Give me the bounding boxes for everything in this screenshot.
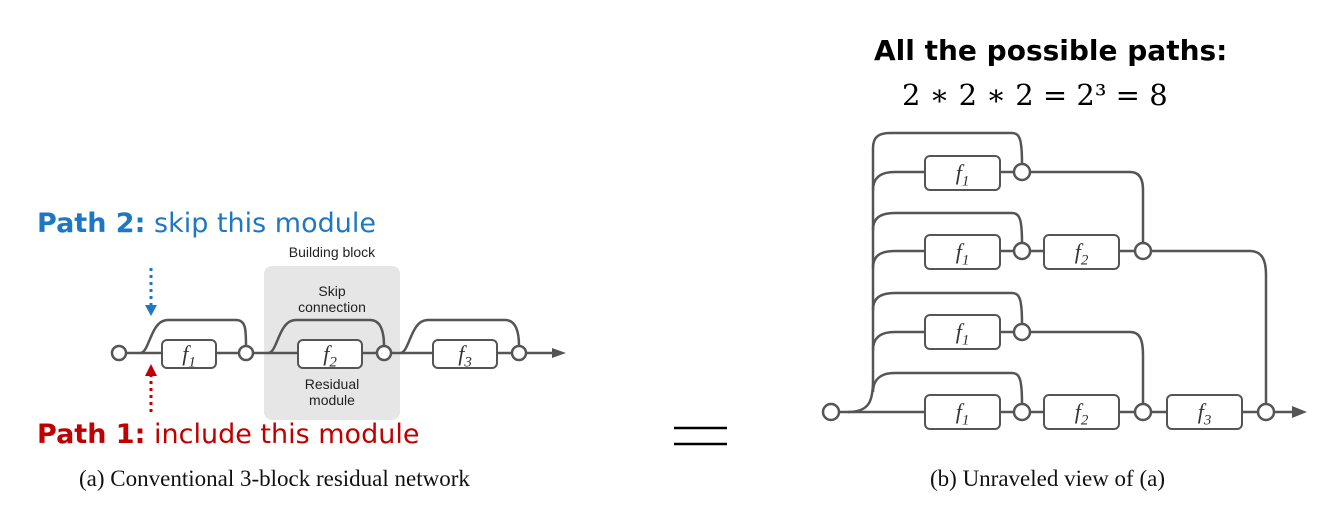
skip-arc-3 [399,318,521,355]
module-base: f [323,341,330,366]
module-label: f1 [926,236,999,276]
module-base: f [955,399,962,424]
module-label: f2 [1045,236,1118,276]
adder-node [510,344,528,362]
branch-line [871,249,924,269]
module-label: f2 [1045,396,1118,436]
module-box: f1 [924,234,1001,270]
residual-module-line2: module [309,392,355,408]
path1-label: Path 1: include this module [37,419,419,450]
module-base: f [955,160,962,185]
module-sub: 1 [961,332,970,349]
skip-connection-line2: connection [298,299,366,315]
adder-node [237,344,255,362]
path2-arrowhead [145,305,157,316]
module-base: f [1074,399,1081,424]
path2-label: Path 2: skip this module [37,208,376,239]
input-node [821,402,841,422]
adder-node [1012,322,1032,342]
module-sub: 3 [1203,412,1212,429]
branch-line [1029,170,1145,243]
path1-key: Path 1: [37,419,146,450]
branch-line [1150,249,1268,404]
skip-connection-line1: Skip [318,283,346,299]
module-base: f [182,341,189,366]
paths-equation: 2 ∗ 2 ∗ 2 = 2³ = 8 [902,78,1168,112]
skip-arc-2 [267,318,386,355]
module-base: f [1074,239,1081,264]
output-arrowhead [552,348,566,358]
module-sub: 3 [464,354,472,371]
module-box: f2 [297,339,363,370]
module-label: f1 [926,316,999,356]
module-sub: 1 [961,252,970,269]
adder-node [1133,402,1153,422]
residual-module-line1: Residual [304,376,360,392]
module-base: f [955,239,962,264]
module-sub: 2 [1080,252,1089,269]
branch-line [847,131,1024,414]
module-sub: 1 [961,173,970,190]
module-base: f [1197,399,1204,424]
module-box: f1 [924,155,1001,191]
module-box: f3 [1166,394,1243,430]
path2-text: skip this module [154,208,376,239]
branch-line [871,291,1024,325]
module-label: f3 [434,341,496,375]
module-sub: 2 [329,354,337,371]
skip-connection-label: Skip connection [270,283,394,315]
module-label: f1 [926,396,999,436]
adder-node [1133,241,1153,261]
adder-node [1012,241,1032,261]
module-label: f1 [163,341,215,375]
module-box: f2 [1043,394,1120,430]
paths-title: All the possible paths: [874,34,1228,67]
module-box: f1 [924,314,1001,350]
module-base: f [458,341,465,366]
adder-node [1012,402,1032,422]
adder-node [1012,162,1032,182]
module-base: f [955,319,962,344]
building-block-label: Building block [288,244,376,260]
adder-node [1256,402,1276,422]
right-caption: (b) Unraveled view of (a) [930,466,1165,491]
adder-node [375,344,393,362]
module-box: f3 [432,339,498,370]
module-box: f1 [161,339,217,370]
path1-text: include this module [154,419,420,450]
left-caption: (a) Conventional 3-block residual networ… [79,466,470,491]
branch-line [871,371,1024,405]
branch-line [871,170,924,191]
branch-line [1029,330,1145,404]
residual-module-label: Residual module [270,376,394,408]
equals-sign [674,426,727,446]
module-sub: 1 [188,354,196,371]
branch-line [871,211,1024,244]
path2-key: Path 2: [37,208,146,239]
input-node [110,344,128,362]
path1-arrowhead [145,364,157,376]
branch-line [871,330,924,351]
module-box: f1 [924,394,1001,430]
module-sub: 2 [1080,412,1089,429]
module-label: f3 [1168,396,1241,436]
skip-arc-1 [139,318,248,355]
output-arrowhead [1292,406,1307,418]
module-label: f2 [299,341,361,375]
module-box: f2 [1043,234,1120,270]
module-sub: 1 [961,412,970,429]
module-label: f1 [926,157,999,197]
